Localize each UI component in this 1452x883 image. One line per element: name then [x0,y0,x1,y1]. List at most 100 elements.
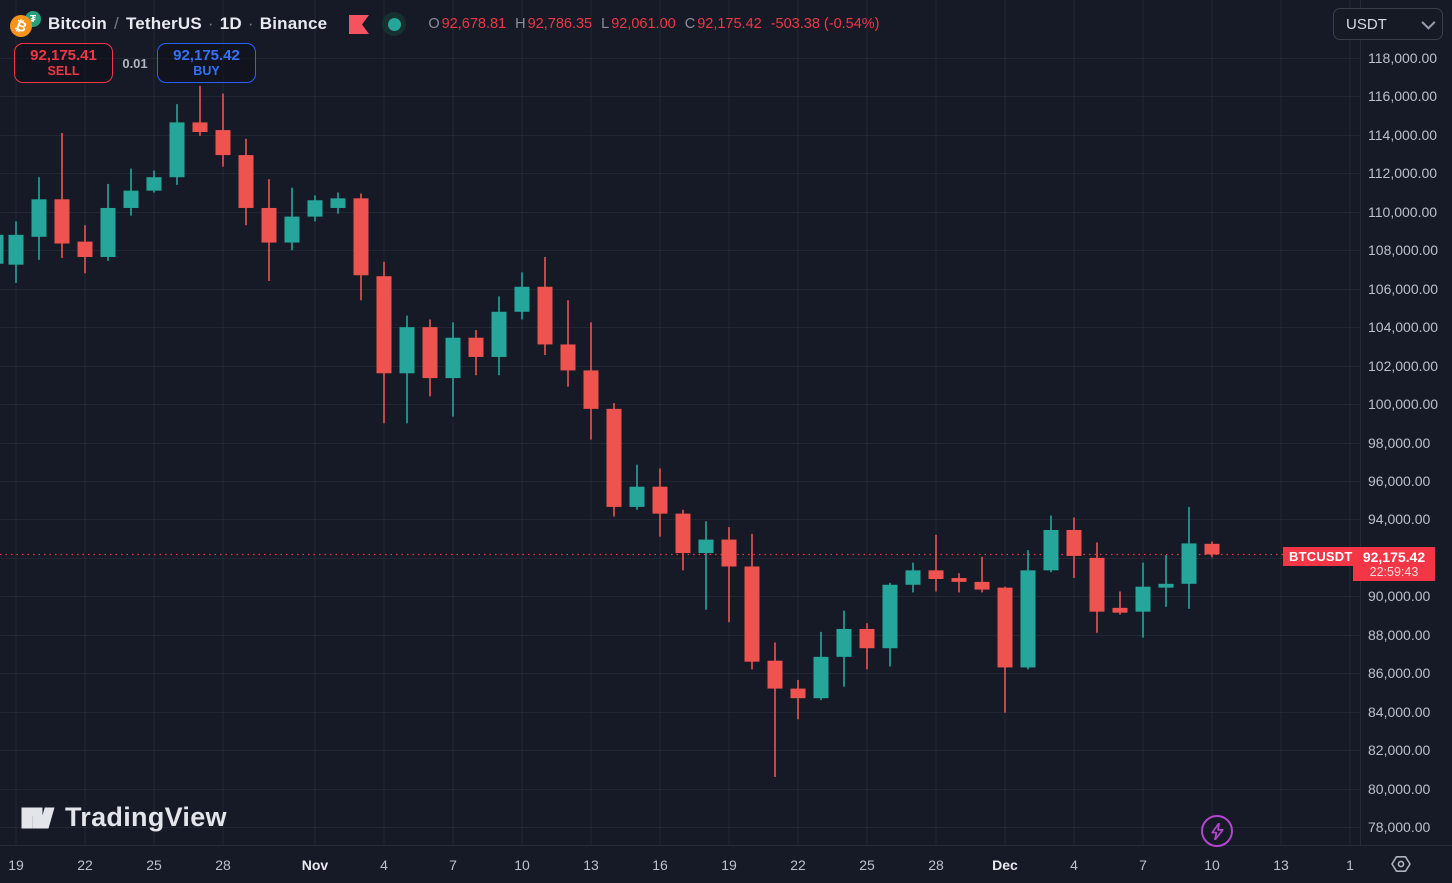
candle [514,272,530,320]
candle [77,225,93,274]
currency-dropdown[interactable]: USDT [1333,8,1443,40]
close-label: C [684,16,696,32]
price-tick-label: 84,000.00 [1368,703,1431,720]
candle [284,187,300,251]
time-tick-label: 4 [380,857,388,873]
interval-label[interactable]: 1D [219,14,242,33]
candle [652,468,668,537]
price-tick-label: 114,000.00 [1368,126,1438,143]
axis-settings-gear-icon[interactable] [1389,852,1413,876]
symbol-logo[interactable]: ₮ ₿ [6,10,42,41]
high-label: H [515,16,526,32]
candle [445,322,461,417]
time-tick-label: 10 [514,857,530,873]
symbol-title[interactable]: Bitcoin / TetherUS · 1D · Binance [48,14,327,34]
candle [813,631,829,701]
price-tick-label: 80,000.00 [1368,780,1431,797]
chart-canvas[interactable] [0,0,1360,845]
candle [238,138,254,226]
time-tick-label: 28 [215,857,231,873]
time-tick-label: 10 [1204,857,1220,873]
pair-name: TetherUS [125,14,202,33]
candle [353,193,369,301]
candle [721,527,737,623]
candle [1158,554,1174,607]
candle [0,234,4,264]
dot-separator: · [207,14,214,33]
candle [146,170,162,193]
candle [8,221,24,283]
price-tick-label: 102,000.00 [1368,357,1439,374]
time-tick-month-label: Dec [992,857,1018,873]
sell-label: SELL [47,64,80,79]
instant-trading-icon[interactable] [1201,815,1233,847]
candle [744,533,760,670]
candle [330,192,346,214]
candle [698,521,714,610]
candle [491,296,507,376]
current-price-label[interactable]: 92,175.42 22:59:43 [1353,547,1435,581]
candle [192,85,208,136]
time-tick-label: 16 [652,857,668,873]
price-tick-label: 110,000.00 [1368,203,1438,220]
candle [974,556,990,593]
close-value: 92,175.42 [697,16,762,32]
candle [307,195,323,222]
time-tick-label: 19 [8,857,24,873]
low-value: 92,061.00 [611,16,676,32]
candle [1112,591,1128,615]
candle [399,315,415,424]
time-tick-label: 22 [790,857,806,873]
price-tick-label: 104,000.00 [1368,319,1439,336]
price-axis[interactable]: 118,000.00 116,000.00 114,000.00 112,000.00… [1360,0,1452,845]
price-tick-label: 82,000.00 [1368,742,1431,759]
time-tick-label: 19 [721,857,737,873]
time-tick-label: 7 [1139,857,1147,873]
candle [100,183,116,261]
symbol-name: Bitcoin [48,14,108,33]
spread-value: 0.01 [122,55,148,71]
dot-separator: · [247,14,254,33]
time-tick-label: 4 [1070,857,1078,873]
time-tick-month-label: Nov [301,857,329,873]
buy-label: BUY [193,64,220,79]
price-tick-label: 96,000.00 [1368,472,1431,489]
candle [859,623,875,670]
flag-icon[interactable] [349,14,370,34]
time-tick-label: 13 [1273,857,1289,873]
buy-button[interactable]: 92,175.42 BUY [157,43,256,83]
price-tick-label: 98,000.00 [1368,434,1431,451]
candle [1181,506,1197,609]
trade-panel: 92,175.41 SELL 0.01 92,175.42 BUY [14,43,256,83]
tradingview-logo[interactable]: TradingView [20,802,227,833]
price-tick-label: 86,000.00 [1368,665,1431,682]
candle [1135,562,1151,638]
low-label: L [601,16,610,32]
candle [537,256,553,356]
candle [997,586,1013,713]
sell-button[interactable]: 92,175.41 SELL [14,43,113,83]
candles [0,85,1220,778]
high-value: 92,786.35 [527,16,593,32]
time-tick-label: 25 [146,857,162,873]
price-tick-label: 100,000.00 [1368,396,1439,413]
candle [376,261,392,424]
candle [767,642,783,778]
market-status-icon[interactable] [382,12,407,36]
time-axis[interactable]: 19 22 25 28 Nov 4 7 10 13 16 19 22 25 28 Dec 4 7 10 13 1 [0,845,1452,883]
candle [790,679,806,720]
price-line-symbol-tag[interactable]: BTCUSDT [1283,547,1359,566]
price-tick-label: 90,000.00 [1368,588,1431,605]
candle [905,562,921,593]
candle [675,509,691,571]
candle [882,582,898,667]
candle [468,330,484,376]
time-tick-label: 28 [928,857,944,873]
price-tick-label: 78,000.00 [1368,819,1431,835]
buy-price: 92,175.42 [173,46,240,64]
candle [583,322,599,440]
candle [1089,542,1105,633]
candle [169,104,185,185]
